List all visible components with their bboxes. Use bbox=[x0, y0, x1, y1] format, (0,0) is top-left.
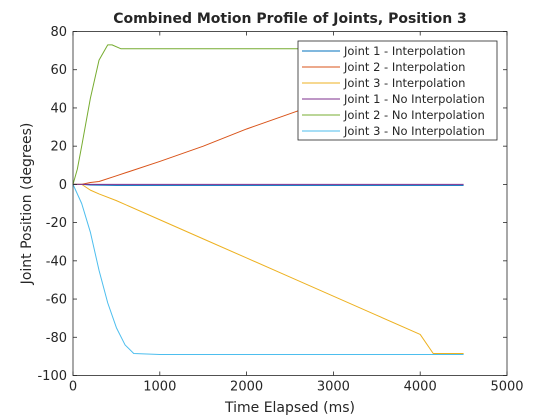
legend-label-1: Joint 1 - Interpolation bbox=[343, 44, 465, 58]
y-tick-label: -40 bbox=[46, 254, 67, 269]
y-tick-label: -80 bbox=[46, 331, 67, 346]
y-tick-label: -60 bbox=[46, 293, 67, 308]
x-tick-label: 2000 bbox=[230, 380, 263, 395]
series-line-3 bbox=[73, 183, 464, 355]
x-axis-title: Time Elapsed (ms) bbox=[224, 400, 355, 416]
legend-label-3: Joint 3 - Interpolation bbox=[343, 76, 465, 90]
legend-label-6: Joint 3 - No Interpolation bbox=[343, 124, 485, 138]
plot-frame bbox=[72, 31, 508, 376]
series-layer bbox=[72, 44, 464, 355]
y-tick-label: -20 bbox=[46, 216, 67, 231]
y-tick-label: 20 bbox=[50, 140, 67, 155]
legend: Joint 1 - Interpolation Joint 2 - Interpo… bbox=[297, 40, 498, 141]
x-tick-label: 4000 bbox=[404, 380, 437, 395]
legend-label-4: Joint 1 - No Interpolation bbox=[343, 92, 485, 106]
y-tick-label: 80 bbox=[50, 25, 67, 40]
x-tick-label: 3000 bbox=[317, 380, 350, 395]
x-tick-label: 1000 bbox=[143, 380, 176, 395]
legend-box bbox=[297, 40, 498, 141]
y-tick-label: 0 bbox=[59, 178, 67, 193]
legend-label-5: Joint 2 - No Interpolation bbox=[343, 108, 485, 122]
x-tick-label: 0 bbox=[69, 380, 77, 395]
legend-label-2: Joint 2 - Interpolation bbox=[343, 60, 465, 74]
series-line-6 bbox=[72, 184, 464, 355]
x-tick-label: 5000 bbox=[490, 380, 523, 395]
chart-title: Combined Motion Profile of Joints, Posit… bbox=[113, 11, 467, 27]
ticks-layer: 0 1000 2000 3000 4000 5000 -100 -80 -60 -40 -20 0 20… bbox=[37, 25, 523, 395]
y-axis-title: Joint Position (degrees) bbox=[19, 123, 35, 286]
y-tick-label: -100 bbox=[37, 369, 67, 384]
y-tick-label: 40 bbox=[50, 101, 67, 116]
y-tick-label: 60 bbox=[50, 63, 67, 78]
